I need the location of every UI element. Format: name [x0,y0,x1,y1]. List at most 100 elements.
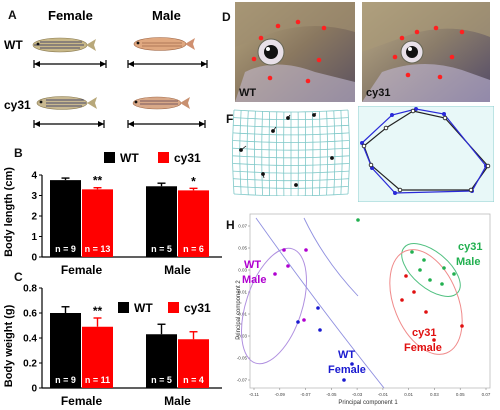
grid-line-v [326,111,328,196]
legend-b-cy31-label: cy31 [174,151,201,165]
grid-line-v [232,109,235,195]
group-label-wt-male-line2: Male [242,274,266,286]
grid-line-v [261,111,263,196]
pca-x-tick-label: 0.05 [456,392,465,397]
legend-c-wt-swatch [118,302,129,313]
y-tick-label: 0 [31,253,37,264]
col-female-label: Female [48,8,93,23]
legend-c-cy31-label: cy31 [184,301,211,315]
pca-x-tick-label: -0.05 [326,392,337,397]
legend-b-wt-label: WT [120,151,139,165]
n-label: n = 9 [55,244,76,254]
y-tick-label: 2 [31,212,37,223]
bar-cy31-male [178,190,209,257]
pca-x-tick-label: 0.03 [430,392,439,397]
pca-y-tick-label: -0.01 [237,312,248,317]
group-label-cy31-female-line1: cy31 [412,327,436,339]
grid-line-h [233,109,349,113]
chart-b-legend: WT cy31 [104,151,201,165]
panel-d-photo: WT [235,2,355,102]
group-label-wt-female-line2: Female [328,364,366,376]
pca-y-tick-label: 0.03 [238,268,247,273]
grid-line-h [233,124,349,128]
n-label: n = 4 [183,375,204,385]
panel-b-letter: B [14,146,23,160]
chart-b-ylabel: Body length (cm) [3,167,15,257]
pca-ylabel: Principal component 2 [236,280,242,340]
grid-line-h [233,117,349,120]
y-tick-label: 4 [31,171,37,182]
n-label: n = 13 [85,244,111,254]
panel-a-letter: A [8,8,17,22]
boundary-right [303,217,359,297]
grid-f-vectors [239,112,334,187]
bar-cy31-female [82,326,113,388]
grid-line-h [232,147,350,151]
significance-marker: * [191,174,196,188]
panel-d-letter: D [222,10,231,24]
ellipse-cy31-male [401,243,461,297]
y-tick-label: 0.2 [23,359,37,370]
panel-f-deformation-grid [232,109,350,196]
ellipse-cy31-female [389,249,463,355]
pca-y-tick-label: 0.07 [238,224,247,229]
n-label: n = 6 [183,244,204,254]
pca-x-tick-label: -0.03 [352,392,363,397]
group-label-cy31-male-line1: cy31 [458,241,482,253]
n-label: n = 5 [151,244,172,254]
pca-x-tick-label: -0.01 [378,392,389,397]
group-label-cy31-female-line2: Female [404,342,442,354]
pca-x-tick-label: -0.07 [300,392,311,397]
points-wt-male [273,248,308,322]
x-category-label: Male [164,263,191,275]
fish-cy31-male [132,96,190,110]
grid-line-h [233,178,349,182]
y-tick-label: 0.8 [23,284,37,295]
chart-c-legend: WT cy31 [118,301,211,315]
x-category-label: Female [61,263,103,275]
significance-marker: ** [93,174,103,188]
n-label: n = 9 [55,375,76,385]
grid-line-v [347,109,350,195]
y-tick-label: 0 [31,384,37,395]
x-category-label: Female [61,394,103,408]
col-male-label: Male [152,8,181,23]
scale-arrow-wt-female [33,60,107,68]
panel-g-shape-outline [358,106,494,202]
bar-wt-male [146,334,177,388]
group-label-cy31-male-line2: Male [456,256,480,268]
n-label: n = 11 [85,375,110,385]
y-tick-label: 0.4 [23,334,37,345]
panel-c-letter: C [14,270,23,284]
chart-c-ylabel: Body weight (g) [3,304,15,387]
grid-line-v [239,110,242,195]
y-tick-label: 0.6 [23,309,37,320]
legend-c-cy31-swatch [168,302,179,313]
points-cy31-female [400,274,464,342]
pca-x-tick-label: 0.01 [404,392,413,397]
bar-wt-male [146,186,177,257]
n-label: n = 5 [151,375,172,385]
grid-line-h [233,193,349,196]
grid-line-v [254,111,256,196]
panel-e-photo: cy31 [362,2,490,102]
legend-c-wt-label: WT [134,301,153,315]
y-tick-label: 3 [31,191,37,202]
legend-b-cy31-swatch [158,152,169,163]
pca-xlabel: Principal component 1 [338,400,398,406]
panel-e-label: cy31 [366,87,390,99]
bar-cy31-female [82,189,113,257]
panel-a-fish-figure [32,37,208,128]
panel-h-pca-plot: -0.11 -0.09 -0.07 -0.05 -0.03 -0.01 0.01 0.03 0.… [236,213,491,406]
fish-wt-female [32,37,96,53]
bar-wt-female [50,180,81,257]
y-tick-label: 1 [31,232,37,243]
bar-wt-female [50,313,81,388]
grid-line-h [232,155,350,159]
panel-d-label: WT [239,87,256,99]
panel-b-chart: Body length (cm) WT cy31 0 1 2 3 4 n = 9 n = 1… [3,151,222,275]
grid-line-h [232,132,350,136]
grid-line-h [232,163,350,166]
fish-cy31-female [36,96,97,110]
grid-line-v [246,110,249,195]
